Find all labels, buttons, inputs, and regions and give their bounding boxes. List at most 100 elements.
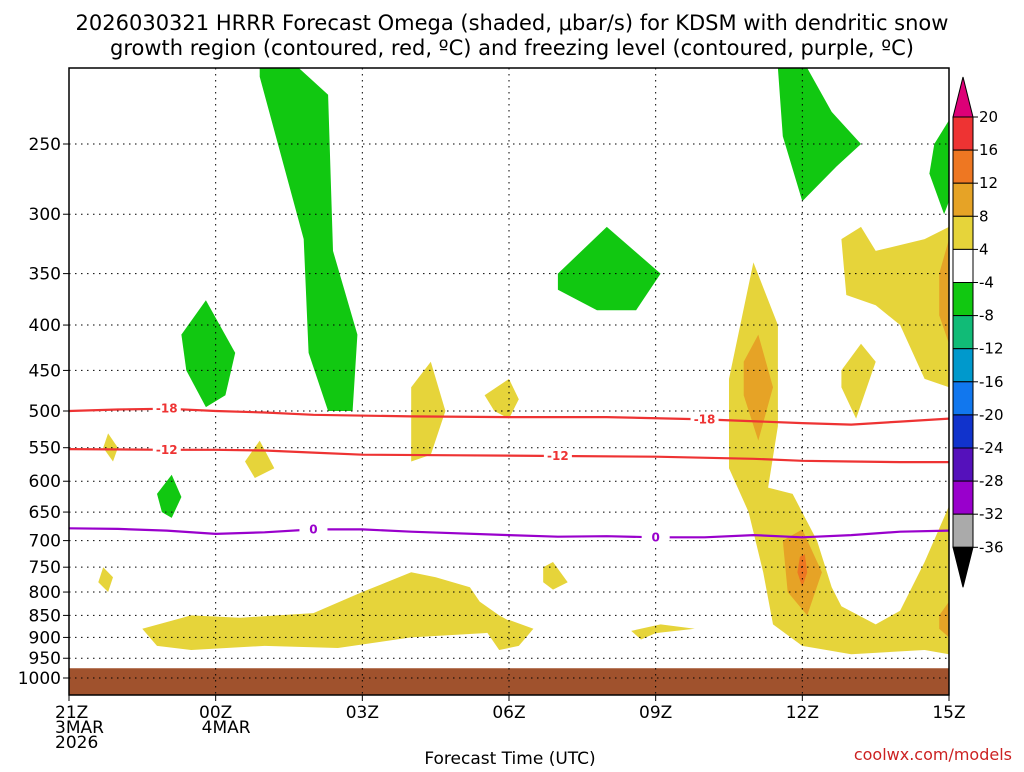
contour-label-bg-1-1 xyxy=(543,448,572,465)
colorbar-label-4: 4 xyxy=(979,240,989,258)
omega-region-1-0 xyxy=(142,572,524,650)
y-tick-label-850: 850 xyxy=(29,606,61,626)
colorbar-label-2: 12 xyxy=(979,174,998,192)
contour-line-2 xyxy=(68,527,950,539)
omega-region-0-1 xyxy=(181,300,236,408)
chart-title-line2: growth region (contoured, red, ºC) and f… xyxy=(110,36,914,60)
x-tick-label-0-0: 00Z xyxy=(199,703,232,723)
x-tick-label--3-0: 21Z xyxy=(55,703,88,723)
omega-region-1-3 xyxy=(411,361,446,462)
colorbar-swatch-9 xyxy=(952,381,974,416)
omega-region-0-0 xyxy=(259,68,358,411)
colorbar-swatch-7 xyxy=(952,315,974,350)
omega-region-1-8 xyxy=(543,562,568,590)
colorbar-label-1: 16 xyxy=(979,141,998,159)
y-tick-label-1000: 1000 xyxy=(18,669,61,689)
x-tick-label--3-2: 2026 xyxy=(55,733,98,753)
x-tick-label-9-0: 09Z xyxy=(639,703,672,723)
colorbar-label-5: -4 xyxy=(979,274,994,292)
y-tick-label-650: 650 xyxy=(29,503,61,523)
colorbar-label-8: -16 xyxy=(979,373,1004,391)
y-tick-label-250: 250 xyxy=(29,135,61,155)
x-tick-label-3-0: 03Z xyxy=(346,703,379,723)
contour-label-2-0: 0 xyxy=(309,522,317,536)
contour-label-bg-1-0 xyxy=(152,441,181,458)
y-tick-label-450: 450 xyxy=(29,361,61,381)
omega-region-2-2 xyxy=(939,239,949,344)
ground-layer xyxy=(69,668,949,695)
omega-region-0-3 xyxy=(557,226,661,311)
omega-region-1-10 xyxy=(841,226,949,388)
y-tick-label-500: 500 xyxy=(29,402,61,422)
y-tick-label-550: 550 xyxy=(29,439,61,459)
omega-region-0-5 xyxy=(929,120,949,215)
contour-label-0-0: -18 xyxy=(156,402,178,416)
contour-line-1 xyxy=(68,448,949,464)
contour-label-bg-0-0 xyxy=(152,400,181,417)
omega-region-2-3 xyxy=(939,601,949,638)
colorbar-arrow-top xyxy=(952,76,974,118)
y-tick-label-700: 700 xyxy=(29,532,61,552)
contour-label-bg-0-1 xyxy=(690,411,719,428)
colorbar-swatch-10 xyxy=(952,414,974,449)
omega-region-1-11 xyxy=(841,343,876,419)
y-tick-label-750: 750 xyxy=(29,558,61,578)
y-tick-label-950: 950 xyxy=(29,649,61,669)
omega-shaded-regions xyxy=(98,68,949,655)
omega-region-2-0 xyxy=(743,334,773,441)
chart-title-line1: 2026030321 HRRR Forecast Omega (shaded, … xyxy=(76,11,949,35)
omega-region-3-0 xyxy=(797,554,808,588)
contour-label-1-1: -12 xyxy=(547,449,569,463)
omega-region-1-4 xyxy=(103,433,118,462)
x-tick-label-0-1: 4MAR xyxy=(202,718,251,738)
colorbar-swatch-13 xyxy=(952,513,974,548)
contour-label-bg-2-0 xyxy=(299,521,328,538)
x-tick-label--3-1: 3MAR xyxy=(55,718,104,738)
y-tick-label-900: 900 xyxy=(29,628,61,648)
omega-region-0-2 xyxy=(157,474,182,518)
x-tick-label-12-0: 12Z xyxy=(786,703,819,723)
y-tick-label-400: 400 xyxy=(29,316,61,336)
colorbar-swatch-4 xyxy=(952,215,974,250)
y-tick-label-350: 350 xyxy=(29,265,61,285)
y-tick-label-300: 300 xyxy=(29,205,61,225)
omega-region-1-5 xyxy=(98,567,113,592)
colorbar-arrow-bottom xyxy=(952,546,974,588)
colorbar-swatch-6 xyxy=(952,282,974,317)
colorbar-swatch-2 xyxy=(952,149,974,184)
colorbar: 20 16 12 8 4 -4 -8 -12 -16 -20 -24 -28 -32 -36 xyxy=(952,76,1004,588)
contour-label-0-1: -18 xyxy=(694,412,716,426)
omega-region-1-2 xyxy=(631,624,695,640)
contour-label-bg-2-1 xyxy=(641,529,670,546)
colorbar-swatch-8 xyxy=(952,348,974,383)
y-tick-label-800: 800 xyxy=(29,583,61,603)
omega-region-1-1 xyxy=(484,619,534,650)
colorbar-swatch-1 xyxy=(952,116,974,151)
colorbar-swatch-12 xyxy=(952,480,974,515)
contour-lines: -18 -18 -12 -12 0 0 xyxy=(68,400,950,546)
colorbar-swatch-11 xyxy=(952,447,974,482)
y-tick-label-600: 600 xyxy=(29,472,61,492)
omega-region-1-6 xyxy=(245,440,275,478)
colorbar-label-11: -28 xyxy=(979,472,1004,490)
contour-label-1-0: -12 xyxy=(156,443,178,457)
x-tick-label-6-0: 06Z xyxy=(492,703,525,723)
x-axis-label: Forecast Time (UTC) xyxy=(424,749,595,768)
contour-label-2-1: 0 xyxy=(651,530,659,544)
omega-region-1-7 xyxy=(484,378,519,419)
colorbar-label-0: 20 xyxy=(979,108,998,126)
omega-region-1-9 xyxy=(729,262,949,655)
ground-band xyxy=(69,668,949,695)
colorbar-label-9: -20 xyxy=(979,406,1004,424)
colorbar-swatch-3 xyxy=(952,182,974,217)
colorbar-label-3: 8 xyxy=(979,207,989,225)
colorbar-label-10: -24 xyxy=(979,439,1004,457)
x-tick-label-15-0: 15Z xyxy=(932,703,965,723)
omega-region-0-4 xyxy=(777,68,861,202)
credit-text: coolwx.com/models xyxy=(854,745,1012,764)
colorbar-label-13: -36 xyxy=(979,538,1004,556)
